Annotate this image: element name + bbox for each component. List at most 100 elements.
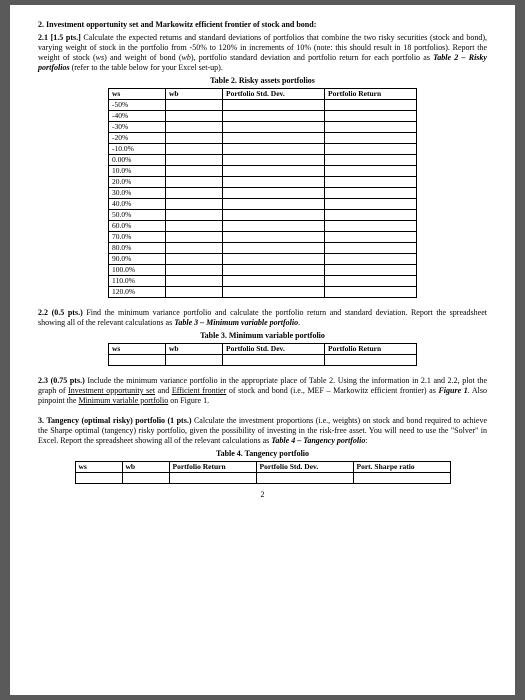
- t2-cell-empty: [223, 243, 325, 254]
- q22-pts: (0.5 pts.): [52, 308, 83, 317]
- t2-h-ret: Portfolio Return: [325, 89, 417, 100]
- t2-cell-ws: -30%: [109, 122, 166, 133]
- t2-cell-empty: [223, 144, 325, 155]
- q23-num: 2.3: [38, 376, 48, 385]
- t2-h-ws: ws: [109, 89, 166, 100]
- table-row: 100.0%: [109, 265, 417, 276]
- table-row: -40%: [109, 111, 417, 122]
- t2-cell-empty: [166, 100, 223, 111]
- table3: ws wb Portfolio Std. Dev. Portfolio Retu…: [108, 343, 417, 366]
- q22-paragraph: 2.2 (0.5 pts.) Find the minimum variance…: [38, 308, 487, 328]
- t3-h-ws: ws: [109, 344, 166, 355]
- t2-cell-empty: [223, 232, 325, 243]
- table-row: 30.0%: [109, 188, 417, 199]
- table-row: -50%: [109, 100, 417, 111]
- t2-cell-empty: [223, 100, 325, 111]
- t2-cell-ws: 100.0%: [109, 265, 166, 276]
- t2-cell-empty: [223, 221, 325, 232]
- table-row: -10.0%: [109, 144, 417, 155]
- t2-cell-ws: 50.0%: [109, 210, 166, 221]
- t2-cell-empty: [166, 232, 223, 243]
- t2-cell-empty: [325, 122, 417, 133]
- table2-header-row: ws wb Portfolio Std. Dev. Portfolio Retu…: [109, 89, 417, 100]
- page-number: 2: [38, 490, 487, 500]
- t2-cell-ws: 40.0%: [109, 199, 166, 210]
- q3-title: Tangency (optimal risky) portfolio (1 pt…: [46, 416, 191, 425]
- t2-cell-ws: -10.0%: [109, 144, 166, 155]
- table2-caption: Table 2. Risky assets portfolios: [38, 76, 487, 86]
- t2-cell-empty: [223, 265, 325, 276]
- q23-paragraph: 2.3 (0.75 pts.) Include the minimum vari…: [38, 376, 487, 406]
- q21-paragraph: 2.1 [1.5 pts.] Calculate the expected re…: [38, 33, 487, 73]
- t2-cell-empty: [325, 287, 417, 298]
- t2-cell-empty: [325, 254, 417, 265]
- table-row: 60.0%: [109, 221, 417, 232]
- t2-cell-ws: 0.00%: [109, 155, 166, 166]
- t2-cell-empty: [325, 177, 417, 188]
- table-row: 90.0%: [109, 254, 417, 265]
- t2-cell-empty: [166, 111, 223, 122]
- t4-h-wb: wb: [122, 462, 169, 473]
- t2-cell-empty: [166, 254, 223, 265]
- t2-cell-empty: [223, 188, 325, 199]
- t2-h-wb: wb: [166, 89, 223, 100]
- t2-cell-empty: [223, 155, 325, 166]
- t3-h-ret: Portfolio Return: [325, 344, 417, 355]
- t2-cell-empty: [223, 133, 325, 144]
- q2-title: Investment opportunity set and Markowitz…: [46, 20, 314, 29]
- t2-cell-empty: [166, 221, 223, 232]
- table-row: 10.0%: [109, 166, 417, 177]
- t2-cell-empty: [166, 287, 223, 298]
- t2-cell-empty: [166, 243, 223, 254]
- q3-paragraph: 3. Tangency (optimal risky) portfolio (1…: [38, 416, 487, 446]
- t2-cell-empty: [325, 155, 417, 166]
- document-page: 2. Investment opportunity set and Markow…: [10, 5, 515, 695]
- t2-cell-empty: [325, 232, 417, 243]
- t2-cell-ws: 60.0%: [109, 221, 166, 232]
- t4-h-ws: ws: [75, 462, 122, 473]
- t2-cell-ws: 80.0%: [109, 243, 166, 254]
- t2-cell-empty: [223, 287, 325, 298]
- t2-cell-ws: 30.0%: [109, 188, 166, 199]
- t2-cell-empty: [325, 199, 417, 210]
- t2-cell-empty: [166, 133, 223, 144]
- t2-cell-empty: [166, 188, 223, 199]
- t2-cell-empty: [223, 111, 325, 122]
- t3-h-wb: wb: [166, 344, 223, 355]
- table-row: -20%: [109, 133, 417, 144]
- t2-cell-empty: [325, 243, 417, 254]
- t2-cell-empty: [223, 166, 325, 177]
- table4: ws wb Portfolio Return Portfolio Std. De…: [75, 461, 451, 484]
- q22-num: 2.2: [38, 308, 48, 317]
- table-row: [109, 355, 417, 366]
- t2-cell-empty: [325, 221, 417, 232]
- table2: ws wb Portfolio Std. Dev. Portfolio Retu…: [108, 88, 417, 298]
- q2-num: 2.: [38, 20, 44, 29]
- t2-cell-empty: [223, 254, 325, 265]
- t2-cell-empty: [166, 199, 223, 210]
- t2-cell-empty: [166, 166, 223, 177]
- t4-h-ret: Portfolio Return: [169, 462, 256, 473]
- q2-heading: 2. Investment opportunity set and Markow…: [38, 20, 487, 30]
- q23-pts: (0.75 pts.): [51, 376, 85, 385]
- t2-cell-empty: [166, 155, 223, 166]
- t2-cell-ws: -40%: [109, 111, 166, 122]
- table-row: 70.0%: [109, 232, 417, 243]
- table-row: 40.0%: [109, 199, 417, 210]
- t2-cell-empty: [166, 265, 223, 276]
- t2-cell-empty: [325, 188, 417, 199]
- t2-cell-empty: [166, 276, 223, 287]
- t2-cell-ws: 90.0%: [109, 254, 166, 265]
- t2-h-std: Portfolio Std. Dev.: [223, 89, 325, 100]
- t2-cell-empty: [325, 276, 417, 287]
- t2-cell-empty: [223, 122, 325, 133]
- t2-cell-empty: [223, 199, 325, 210]
- table-row: 120.0%: [109, 287, 417, 298]
- table4-header-row: ws wb Portfolio Return Portfolio Std. De…: [75, 462, 450, 473]
- t2-cell-empty: [223, 276, 325, 287]
- t4-h-std: Portfolio Std. Dev.: [256, 462, 353, 473]
- table-row: 20.0%: [109, 177, 417, 188]
- t4-h-sharpe: Port. Sharpe ratio: [353, 462, 450, 473]
- t2-cell-empty: [325, 166, 417, 177]
- t2-cell-empty: [166, 177, 223, 188]
